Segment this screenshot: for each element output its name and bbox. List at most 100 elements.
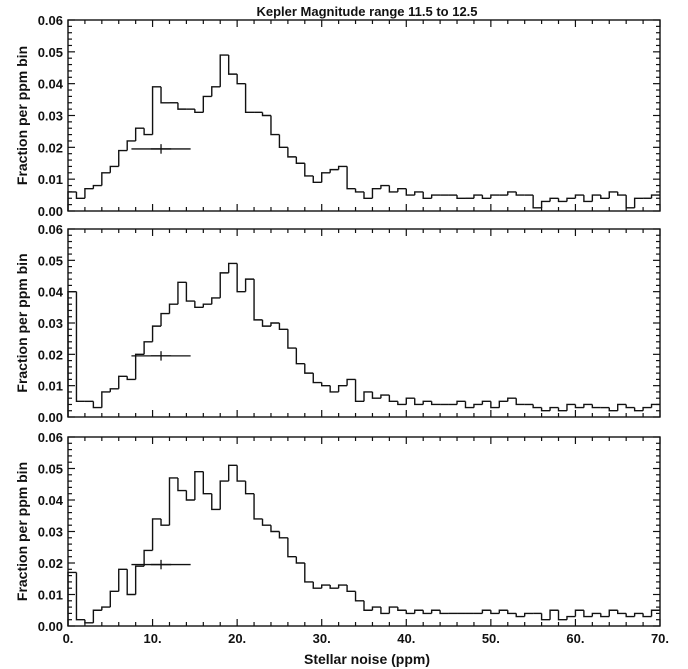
histogram-bin	[642, 406, 652, 411]
histogram-bin	[557, 407, 567, 412]
x-tick-label: 40.	[397, 631, 415, 646]
histogram-bin	[84, 188, 94, 199]
histogram-bin	[583, 195, 593, 203]
histogram-bin	[430, 194, 441, 199]
histogram-bin	[185, 490, 195, 501]
histogram-bin	[143, 549, 153, 567]
histogram-bin	[608, 407, 618, 412]
y-tick-label: 0.02	[38, 556, 63, 571]
histogram-bin	[574, 404, 584, 409]
histogram-bin	[321, 584, 331, 589]
histogram-bin	[625, 404, 635, 409]
histogram-bin	[617, 403, 627, 411]
plot-frame	[67, 228, 661, 418]
histogram-bin	[414, 609, 424, 614]
histogram-bin	[109, 590, 119, 608]
figure-title: Kepler Magnitude range 11.5 to 12.5	[256, 4, 477, 19]
histogram-bin	[211, 86, 221, 97]
histogram-bin	[118, 375, 128, 389]
x-axis-label: Stellar noise (ppm)	[304, 651, 430, 667]
histogram-bin	[473, 403, 483, 408]
histogram-bin	[270, 525, 280, 533]
histogram-bin	[227, 55, 238, 75]
histogram-bin	[67, 290, 77, 417]
histogram-bin	[236, 74, 246, 85]
histogram-bin	[143, 341, 153, 355]
histogram-bin	[566, 615, 576, 620]
histogram-bin	[405, 610, 415, 615]
histogram-bin	[160, 312, 170, 327]
histogram-bin	[134, 127, 145, 141]
histogram-bin	[295, 348, 305, 365]
y-tick-label: 0.01	[38, 172, 63, 187]
histogram-bin	[540, 407, 551, 412]
histogram-bin	[126, 140, 136, 151]
histogram-bin	[363, 191, 373, 199]
panel-3: 0.00 0.01 0.02 0.03 0.04 0.05 0.06 0. 10. 20. 30. 4…	[14, 430, 669, 646]
histogram-bin	[388, 395, 398, 403]
histogram-bin	[650, 194, 660, 199]
histogram-bin	[194, 470, 204, 500]
histogram-bin	[481, 609, 491, 614]
y-axis-label: Fraction per ppm bin	[14, 253, 30, 392]
histogram-bin	[354, 591, 364, 602]
histogram-bin	[549, 406, 559, 411]
histogram-bin	[430, 401, 441, 406]
histogram-bin	[422, 400, 432, 405]
histogram-bin	[84, 619, 94, 624]
x-tick-label: 0.	[63, 631, 74, 646]
histogram-bin	[151, 86, 162, 135]
y-tick-label: 0.05	[38, 462, 63, 477]
histogram-bin	[321, 172, 331, 183]
histogram-bin	[633, 407, 644, 412]
histogram-bin	[422, 610, 432, 615]
histogram-bin	[490, 610, 500, 615]
histogram-bin	[126, 376, 136, 381]
histogram-bin	[405, 188, 415, 196]
histogram-bin	[337, 584, 348, 589]
histogram-bin	[464, 401, 474, 409]
histogram-bin	[557, 198, 567, 203]
histogram-panels: 0.00 0.01 0.02 0.03 0.04 0.05 0.06 Fraction per…	[14, 13, 669, 646]
histogram-bin	[591, 194, 601, 202]
histogram-bin	[346, 585, 356, 593]
y-tick-label: 0.06	[38, 222, 63, 237]
y-tick-label: 0.06	[38, 430, 63, 445]
histogram-bin	[498, 400, 508, 408]
histogram-bin	[244, 481, 255, 495]
histogram-bin	[261, 319, 271, 327]
histogram-bin	[160, 518, 170, 526]
histogram-bin	[75, 291, 85, 403]
histogram-bin	[354, 379, 364, 403]
y-tick-label: 0.02	[38, 140, 63, 155]
y-tick-label: 0.06	[38, 13, 63, 28]
histogram-bin	[211, 297, 221, 305]
histogram-bin	[633, 612, 644, 617]
histogram-bin	[574, 194, 584, 199]
histogram-bin	[304, 363, 314, 374]
histogram-bin	[270, 115, 280, 136]
histogram-bin	[160, 86, 170, 104]
histogram-bin	[304, 163, 314, 177]
x-tick-label: 10.	[144, 631, 162, 646]
histogram-bin	[422, 191, 432, 199]
histogram-bin	[287, 329, 297, 349]
histogram-bin	[236, 263, 246, 293]
panel-2: 0.00 0.01 0.02 0.03 0.04 0.05 0.06 Fraction per…	[14, 222, 661, 425]
histogram-bin	[337, 165, 348, 170]
histogram-bin	[591, 404, 601, 409]
histogram-bin	[532, 404, 542, 409]
histogram-bin	[490, 401, 500, 409]
histogram-bin	[591, 612, 601, 617]
histogram-bin	[456, 195, 466, 199]
histogram-bin	[304, 563, 314, 583]
histogram-bin	[92, 609, 102, 623]
histogram-bin	[397, 607, 407, 611]
x-tick-label: 50.	[482, 631, 500, 646]
histogram-bin	[523, 612, 534, 617]
histogram-bin	[227, 464, 238, 482]
histogram-bin	[177, 477, 187, 492]
histogram-bin	[380, 184, 390, 189]
y-tick-label: 0.04	[38, 77, 64, 92]
histogram-bin	[617, 191, 627, 196]
